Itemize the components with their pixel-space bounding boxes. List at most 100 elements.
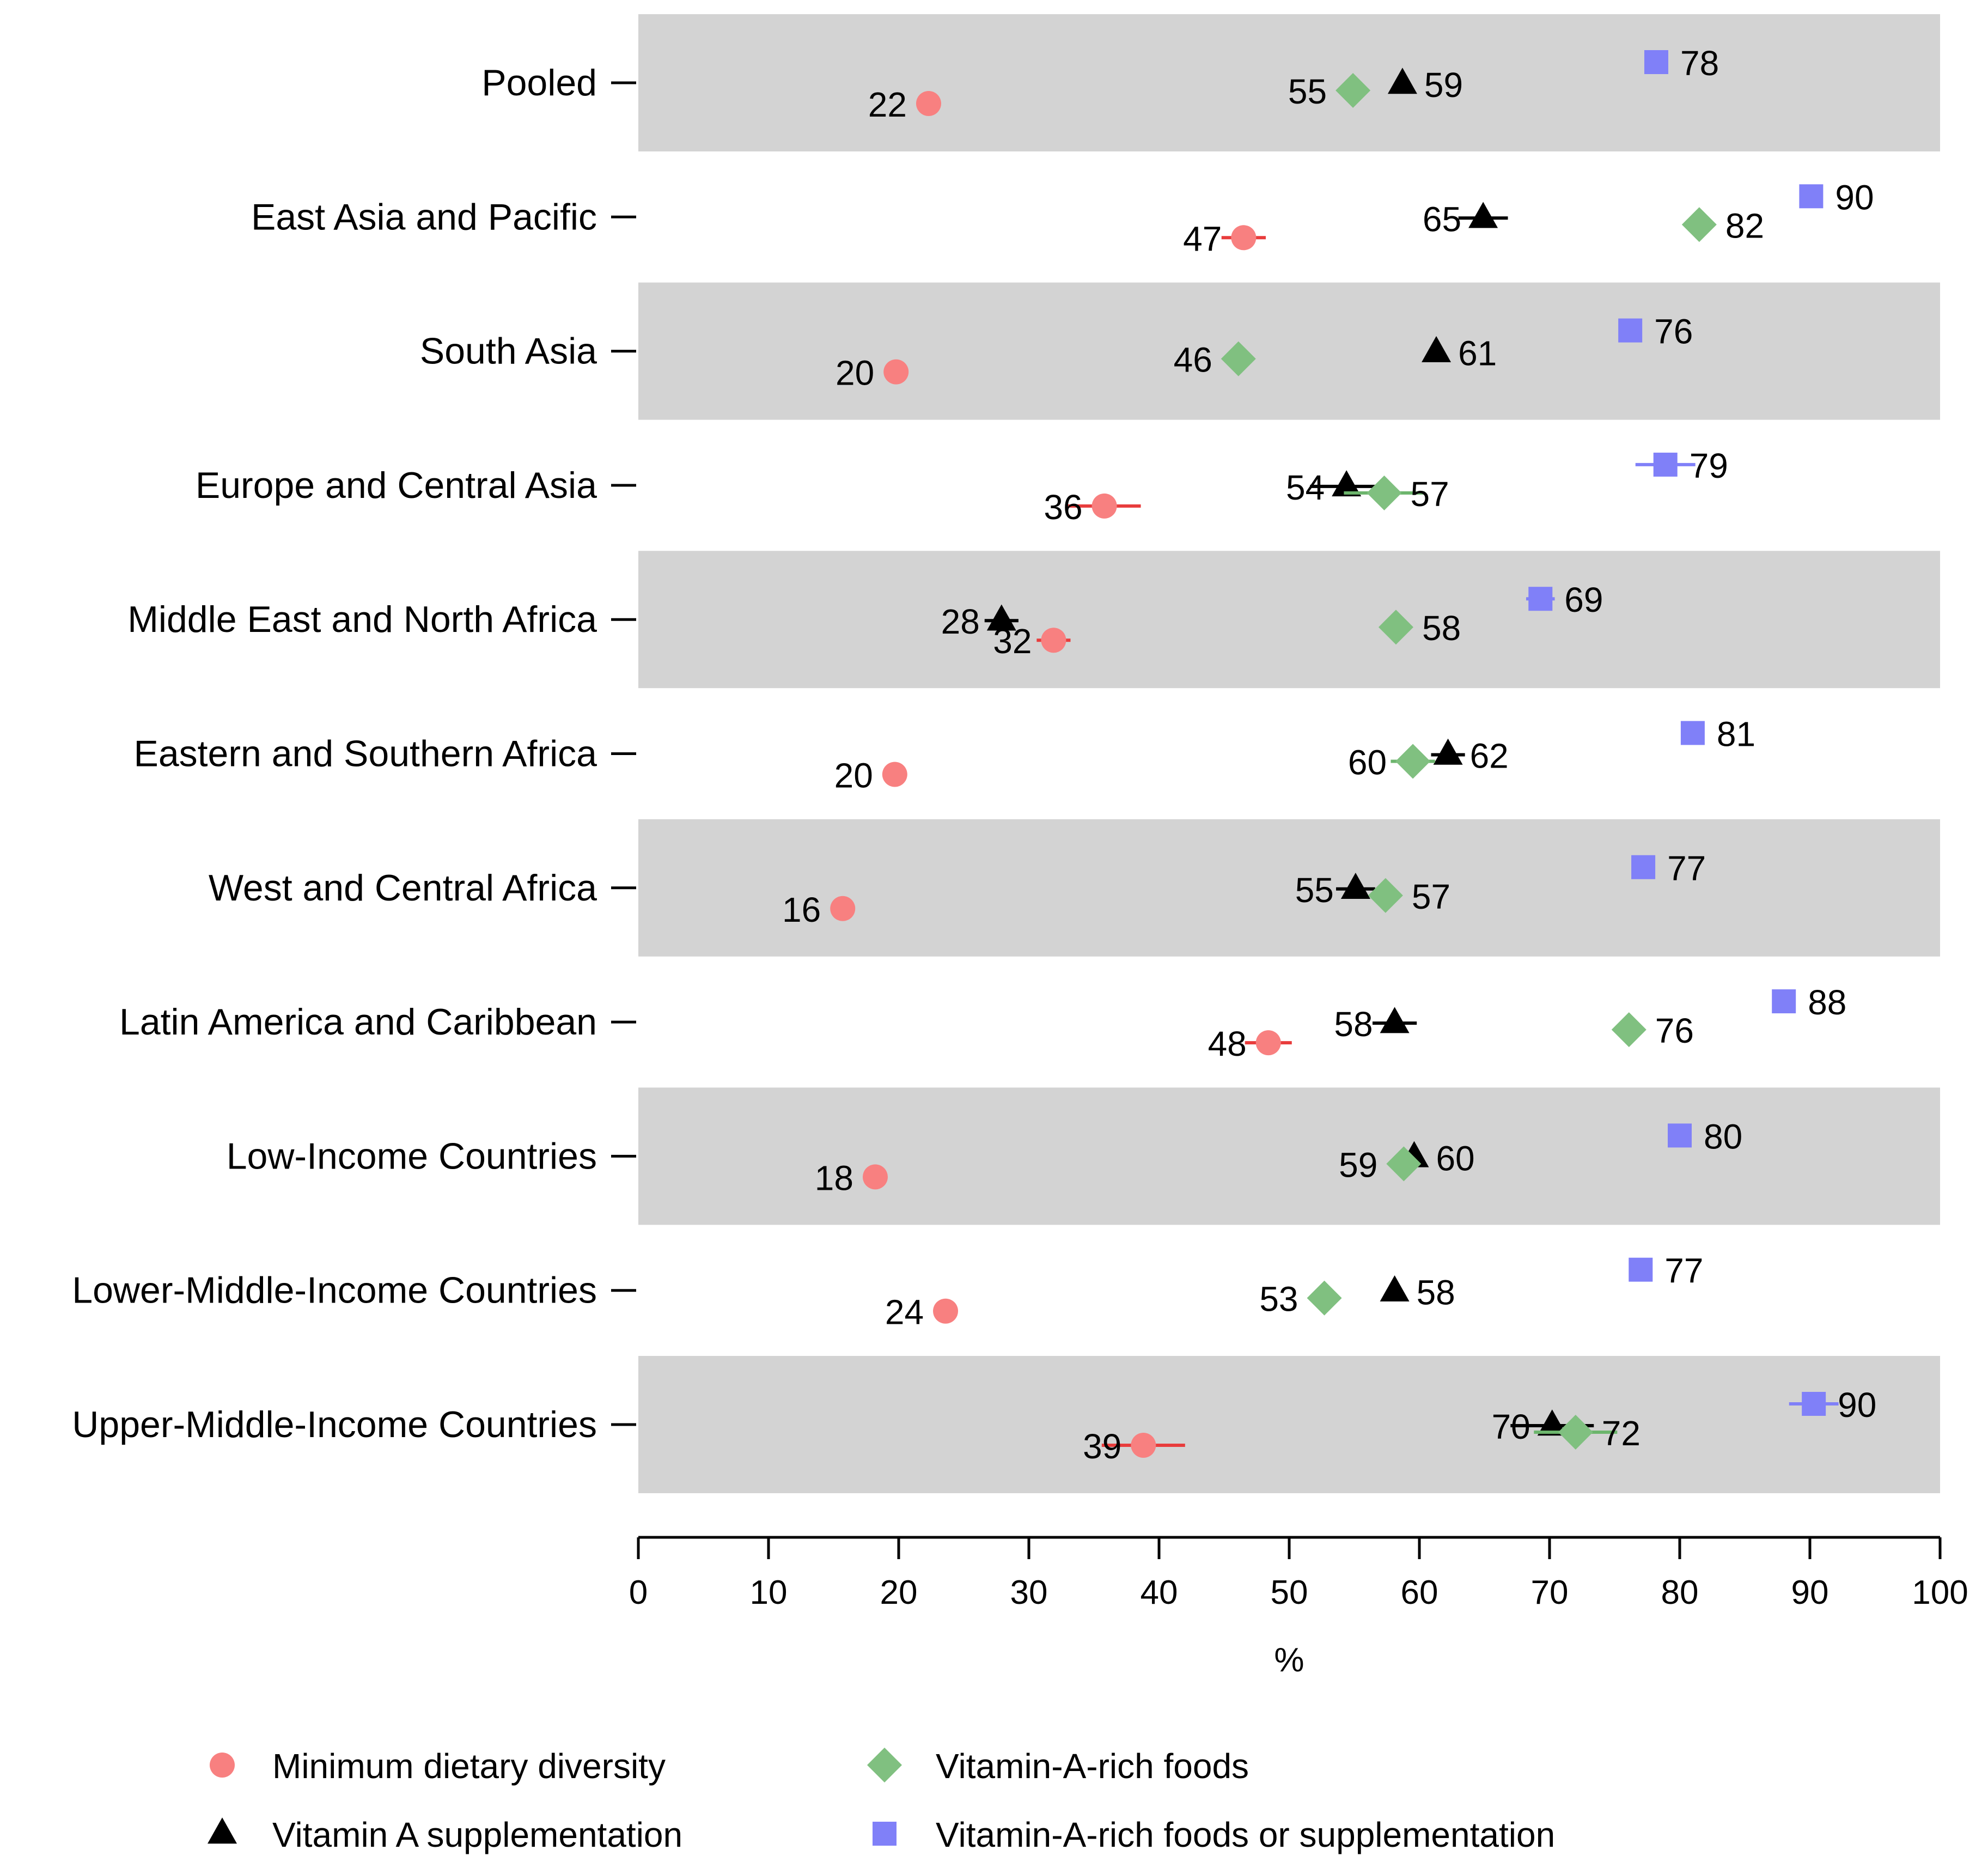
data-label: 81 [1717, 715, 1755, 754]
data-label: 69 [1564, 580, 1603, 619]
data-label: 59 [1339, 1145, 1377, 1184]
data-label: 20 [834, 756, 873, 795]
data-label: 65 [1423, 199, 1461, 239]
data-label: 55 [1288, 72, 1327, 111]
row-band [638, 1356, 1940, 1493]
data-point-triangle [1433, 738, 1463, 765]
data-point-diamond [1395, 744, 1431, 779]
category-label-europe-and-central-asia: Europe and Central Asia [196, 465, 597, 506]
data-label: 77 [1664, 1251, 1703, 1291]
data-point-circle [1041, 628, 1066, 653]
data-label: 59 [1424, 65, 1463, 105]
data-label: 82 [1725, 206, 1764, 245]
data-label: 36 [1044, 488, 1082, 527]
category-label-upper-middle-income-countries: Upper-Middle-Income Countries [72, 1404, 597, 1445]
data-point-diamond [1558, 1415, 1593, 1450]
legend-marker-circle [210, 1753, 235, 1778]
data-label: 58 [1417, 1273, 1455, 1312]
x-tick-label-90: 90 [1791, 1574, 1829, 1611]
x-tick-label-50: 50 [1271, 1574, 1308, 1611]
data-label: 58 [1334, 1005, 1373, 1044]
data-point-triangle [1468, 202, 1498, 228]
legend-label: Vitamin-A-rich foods [936, 1747, 1249, 1786]
data-point-circle [1255, 1030, 1281, 1056]
data-point-circle [882, 762, 907, 787]
legend-marker-triangle [208, 1817, 237, 1844]
data-label: 46 [1174, 340, 1212, 380]
row-band [638, 551, 1940, 689]
x-tick-label-30: 30 [1010, 1574, 1048, 1611]
category-label-lower-middle-income-countries: Lower-Middle-Income Countries [72, 1270, 597, 1311]
data-label: 60 [1436, 1139, 1474, 1178]
series-vitamin-a-supplementation: 59 65 61 54 28 62 55 58 60 58 70 [941, 65, 1594, 1446]
category-label-south-asia: South Asia [420, 331, 597, 372]
data-label: 39 [1083, 1427, 1121, 1466]
data-label: 76 [1654, 312, 1693, 351]
data-point-square [1653, 452, 1678, 477]
data-label: 22 [868, 85, 907, 124]
legend-label: Vitamin A supplementation [272, 1815, 682, 1854]
x-tick-label-10: 10 [750, 1574, 788, 1611]
data-label: 70 [1492, 1407, 1530, 1446]
data-point-circle [862, 1164, 888, 1190]
data-label: 77 [1667, 849, 1706, 888]
data-point-diamond [1378, 610, 1413, 645]
data-label: 62 [1470, 737, 1509, 776]
category-label-west-and-central-africa: West and Central Africa [209, 867, 597, 909]
data-marks: 2247203632201648182439596561542862555860… [782, 44, 1876, 1466]
category-label-latin-america-and-caribbean: Latin America and Caribbean [119, 1001, 597, 1043]
data-point-circle [830, 896, 856, 921]
data-point-square [1618, 318, 1643, 343]
data-point-square [1629, 1257, 1653, 1282]
data-label: 55 [1295, 871, 1334, 910]
x-tick-label-60: 60 [1401, 1574, 1438, 1611]
data-label: 20 [836, 354, 874, 393]
data-point-square [1802, 1392, 1826, 1416]
x-tick-label-70: 70 [1531, 1574, 1569, 1611]
data-label: 72 [1602, 1414, 1641, 1453]
data-label: 60 [1348, 743, 1387, 782]
data-point-triangle [1332, 470, 1362, 497]
data-label: 47 [1183, 219, 1222, 258]
data-point-diamond [1336, 73, 1371, 108]
row-band [638, 1087, 1940, 1225]
row-band [638, 14, 1940, 151]
data-label: 90 [1835, 178, 1874, 217]
legend-marker-diamond [867, 1748, 902, 1782]
row-band [638, 282, 1940, 420]
category-label-east-asia-and-pacific: East Asia and Pacific [251, 196, 597, 238]
data-point-triangle [986, 604, 1016, 631]
legend-item-vitamin-a-rich-foods: Vitamin-A-rich foods [867, 1747, 1249, 1786]
data-point-square [1528, 587, 1553, 611]
data-label: 90 [1838, 1385, 1876, 1425]
x-axis: 0 10 20 30 40 50 60 70 80 90 100% [629, 1536, 1968, 1679]
x-tick-label-0: 0 [629, 1574, 648, 1611]
x-axis-title: % [1274, 1641, 1304, 1679]
x-tick-label-100: 100 [1912, 1574, 1968, 1611]
data-label: 16 [782, 890, 821, 929]
data-label: 88 [1808, 983, 1846, 1022]
data-point-circle [1091, 493, 1117, 519]
data-point-square [1680, 721, 1705, 745]
data-point-diamond [1368, 878, 1403, 913]
data-point-square [1799, 184, 1824, 209]
category-label-middle-east-and-north-africa: Middle East and North Africa [127, 599, 597, 640]
data-label: 58 [1422, 609, 1461, 648]
data-point-circle [1131, 1433, 1156, 1458]
data-label: 79 [1690, 446, 1728, 485]
data-label: 54 [1286, 468, 1325, 507]
data-point-circle [916, 91, 941, 116]
data-label: 76 [1655, 1011, 1694, 1050]
data-label: 57 [1410, 474, 1449, 514]
series-vitamin-a-rich-foods-or-supplementation: 78 90 76 79 69 81 77 88 80 77 90 [1526, 44, 1876, 1425]
data-point-triangle [1537, 1409, 1567, 1436]
data-label: 28 [941, 602, 980, 641]
data-label: 61 [1458, 334, 1497, 373]
data-label: 57 [1412, 877, 1450, 916]
data-point-diamond [1386, 1146, 1422, 1182]
data-label: 53 [1259, 1280, 1298, 1319]
category-label-low-income-countries: Low-Income Countries [227, 1135, 597, 1177]
legend-marker-square [873, 1822, 897, 1846]
